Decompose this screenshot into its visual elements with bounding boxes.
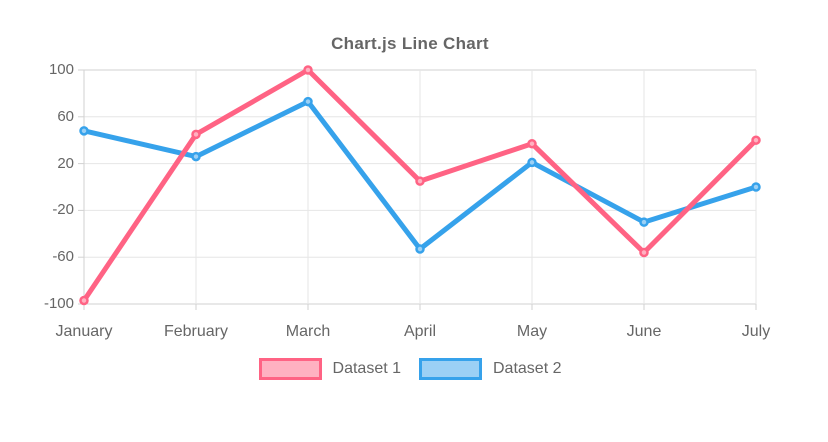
data-point-dataset-1-february bbox=[191, 129, 201, 140]
legend-item-dataset-2[interactable]: Dataset 2 bbox=[419, 358, 561, 380]
x-tick-label-february: February bbox=[163, 323, 229, 340]
data-point-dataset-1-june bbox=[639, 247, 649, 258]
data-point-dataset-1-march bbox=[303, 65, 313, 75]
x-tick-label-july: July bbox=[741, 323, 771, 340]
data-point-dataset-1-may bbox=[527, 138, 537, 149]
data-point-dataset-1-april bbox=[415, 176, 425, 186]
data-point-dataset-2-may bbox=[527, 157, 537, 168]
x-tick-label-april: April bbox=[403, 323, 436, 340]
x-tick-label-june: June bbox=[626, 323, 662, 340]
chart-title: Chart.js Line Chart bbox=[331, 34, 489, 53]
y-tick-label: 60 bbox=[57, 107, 74, 125]
data-point-dataset-1-january bbox=[79, 295, 89, 306]
dataset-1-swatch bbox=[258, 358, 322, 380]
x-tick-label-march: March bbox=[285, 323, 331, 340]
data-point-dataset-2-april bbox=[415, 244, 425, 254]
y-tick-label: -100 bbox=[43, 295, 74, 312]
x-tick-label-may: May bbox=[516, 323, 548, 340]
data-point-dataset-1-july bbox=[751, 135, 761, 145]
y-tick-label: -60 bbox=[52, 248, 74, 266]
data-point-dataset-2-january bbox=[79, 126, 89, 136]
y-tick-label: -20 bbox=[52, 201, 74, 219]
data-point-dataset-2-march bbox=[303, 96, 313, 107]
dataset-2-swatch bbox=[419, 358, 482, 380]
y-tick-label: 20 bbox=[57, 154, 74, 172]
legend-label-dataset-2: Dataset 2 bbox=[493, 360, 562, 377]
data-point-dataset-2-june bbox=[639, 217, 649, 227]
data-point-dataset-2-july bbox=[751, 182, 761, 192]
x-tick-label-january: January bbox=[55, 323, 113, 340]
y-tick-label: 100 bbox=[48, 61, 74, 78]
legend-label-dataset-1: Dataset 1 bbox=[332, 360, 401, 377]
legend-item-dataset-1[interactable]: Dataset 1 bbox=[258, 358, 401, 380]
data-point-dataset-2-february bbox=[191, 151, 201, 162]
chart-legend: Dataset 1 Dataset 2 bbox=[0, 358, 820, 380]
